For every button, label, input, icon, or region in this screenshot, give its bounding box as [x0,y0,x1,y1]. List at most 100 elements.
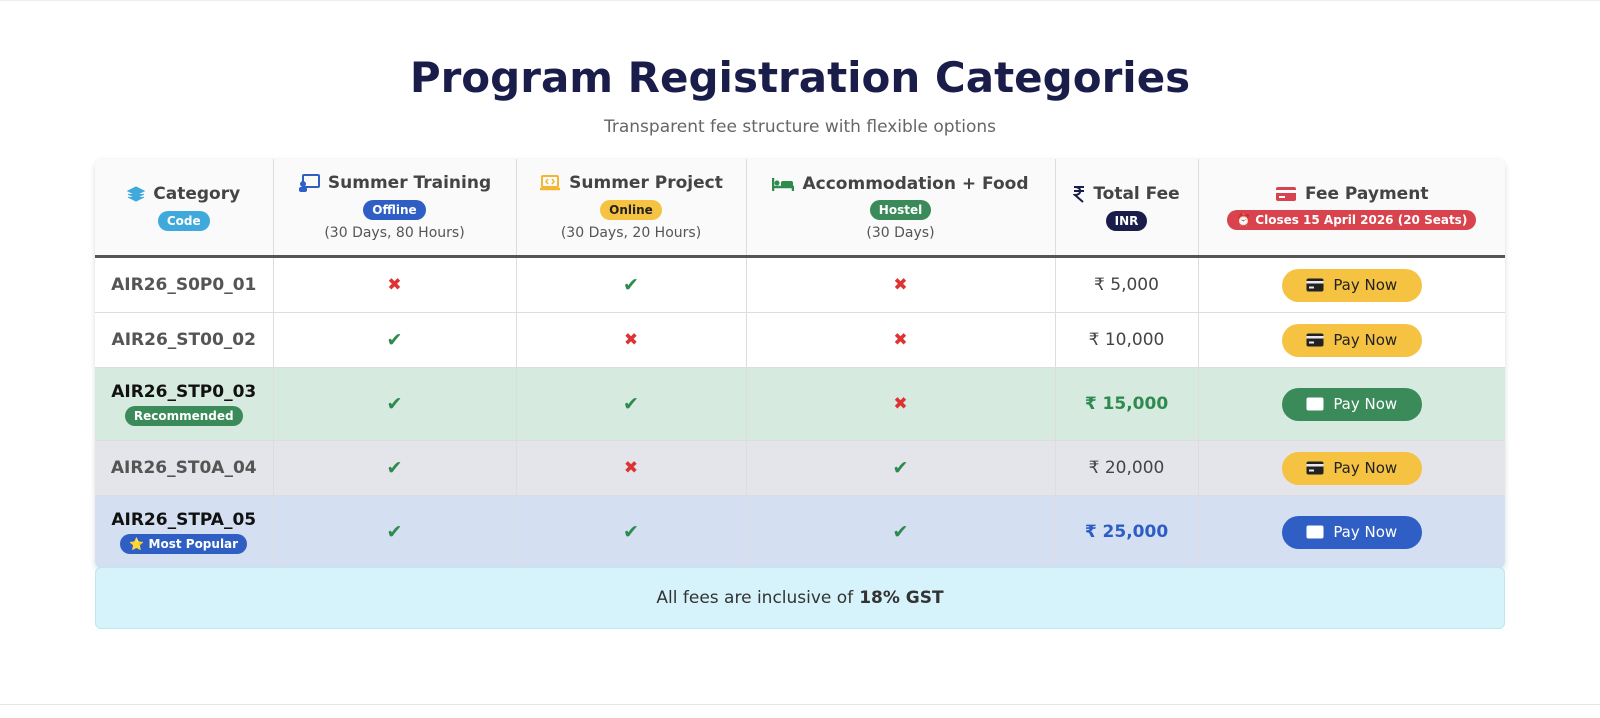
feature-mark: ✖ [893,330,908,350]
feature-mark: ✔ [386,329,403,351]
note-bold: 18% GST [859,588,944,608]
card-icon [1306,333,1324,347]
feature-mark: ✖ [893,275,908,295]
icon [127,185,146,202]
feature-mark: ✔ [386,457,403,479]
table-row: AIR26_ST00_02 ✔ ✖ ✖ ₹ 10,000 Pay Now [95,312,1505,368]
action-cell: Pay Now [1198,256,1505,313]
feature-mark: ✖ [387,275,402,295]
column-note: (30 Days, 20 Hours) [560,225,702,241]
table-row: AIR26_ST0A_04 ✔ ✖ ✔ ₹ 20,000 Pay Now [95,440,1505,496]
fee-cell: ₹ 10,000 [1055,312,1199,368]
code-cell: AIR26_ST00_02 [95,312,274,368]
category-code: AIR26_ST00_02 [111,330,256,350]
feature-cell: ✔ [273,367,517,441]
table-body: AIR26_S0P0_01 ✖ ✔ ✖ ₹ 5,000 Pay Now AIR26_ST00… [95,256,1505,569]
code-cell: AIR26_STPA_05 ⭐ Most Popular [95,495,274,569]
feature-mark: ✔ [623,393,639,415]
icon [772,177,795,191]
button-label: Pay Now [1333,523,1398,541]
feature-cell: ✔ [516,367,747,441]
column-badge: Code [157,210,210,231]
fee: ₹ 20,000 [1088,458,1165,478]
fee-cell: ₹ 15,000 [1055,367,1199,441]
feature-mark: ✔ [892,457,909,479]
feature-mark: ✖ [893,394,908,414]
button-label: Pay Now [1333,395,1398,413]
code-cell: AIR26_S0P0_01 [95,256,274,313]
fee-cell: ₹ 5,000 [1055,256,1199,313]
fee: ₹ 5,000 [1094,275,1159,295]
feature-cell: ✖ [746,256,1056,313]
feature-cell: ✖ [746,367,1056,441]
button-label: Pay Now [1333,331,1398,349]
header-cell: Summer Training Offline (30 Days, 80 Hours… [273,159,517,258]
card-icon [1306,525,1324,539]
pay-button[interactable]: Pay Now [1281,451,1422,485]
feature-cell: ✖ [516,440,747,496]
pay-button[interactable]: Pay Now [1281,387,1422,421]
category-code: AIR26_STPA_05 [111,510,257,530]
header-cell: Total Fee INR [1055,159,1199,258]
gst-note: All fees are inclusive of 18% GST [95,567,1505,629]
feature-cell: ✔ [516,256,747,313]
fee: ₹ 15,000 [1084,394,1169,414]
fee-cell: ₹ 25,000 [1055,495,1199,569]
column-badge: Hostel [869,199,932,220]
table-row: AIR26_STP0_03 Recommended ✔ ✔ ✖ ₹ 15,000 Pay N… [95,367,1505,441]
fee-cell: ₹ 20,000 [1055,440,1199,496]
feature-mark: ✔ [386,521,403,543]
button-label: Pay Now [1333,276,1398,294]
feature-cell: ✔ [516,495,747,569]
pay-button[interactable]: Pay Now [1281,268,1422,302]
table-row: AIR26_STPA_05 ⭐ Most Popular ✔ ✔ ✔ ₹ 25,000 Pa… [95,495,1505,569]
pay-button[interactable]: Pay Now [1281,515,1422,549]
feature-cell: ✔ [746,440,1056,496]
row-badge: Recommended [124,406,243,426]
card-icon [1306,397,1324,411]
feature-cell: ✔ [273,495,517,569]
column-title: Summer Training [327,173,492,193]
column-title: Summer Project [569,173,723,193]
feature-mark: ✖ [623,458,639,478]
feature-cell: ✖ [516,312,747,368]
column-badge: Online [600,200,662,220]
action-cell: Pay Now [1198,367,1505,441]
header-cell: Accommodation + Food Hostel (30 Days) [746,159,1056,258]
feature-cell: ✔ [746,495,1056,569]
divider [0,704,1600,705]
column-title: Total Fee [1093,183,1180,204]
code-cell: AIR26_ST0A_04 [95,440,274,496]
fee: ₹ 10,000 [1088,330,1165,350]
column-title: Category [153,183,241,204]
feature-mark: ✖ [623,330,639,350]
column-title: Fee Payment [1305,184,1429,204]
action-cell: Pay Now [1198,440,1505,496]
category-code: AIR26_ST0A_04 [110,458,257,478]
feature-mark: ✔ [892,521,909,543]
pay-button[interactable]: Pay Now [1281,323,1422,357]
icon [298,174,320,192]
page-title: Program Registration Categories [409,53,1191,102]
icon [540,175,561,191]
column-badge: INR [1105,210,1148,231]
action-cell: Pay Now [1198,312,1505,368]
column-badge: ⏰ Closes 15 April 2026 (20 Seats) [1227,210,1477,230]
feature-cell: ✔ [273,440,517,496]
feature-mark: ✔ [623,521,639,543]
icon [1073,185,1085,203]
table-row: AIR26_S0P0_01 ✖ ✔ ✖ ₹ 5,000 Pay Now [95,256,1505,313]
feature-cell: ✖ [746,312,1056,368]
feature-cell: ✔ [273,312,517,368]
column-note: (30 Days) [866,224,935,241]
row-badge: ⭐ Most Popular [120,534,248,554]
icon [1276,187,1297,201]
note-text: All fees are inclusive of [656,588,854,608]
column-badge: Offline [363,200,426,220]
category-code: AIR26_S0P0_01 [111,275,257,295]
fee: ₹ 25,000 [1084,522,1169,542]
page-subtitle: Transparent fee structure with flexible … [603,117,997,137]
